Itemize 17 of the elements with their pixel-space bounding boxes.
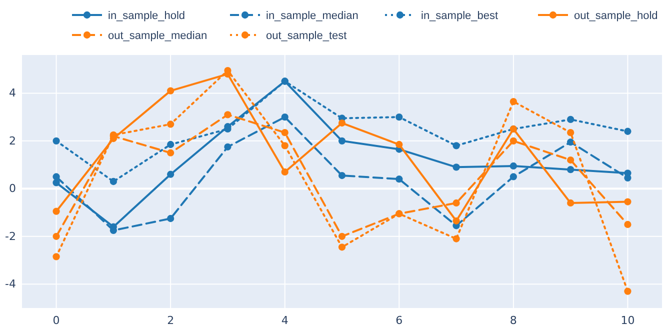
y-tick-label: 2 [9, 134, 16, 148]
legend-label: out_sample_hold [574, 10, 658, 22]
x-tick-label: 8 [510, 314, 517, 327]
y-tick-label: -4 [5, 278, 16, 291]
x-tick-label: 4 [281, 314, 288, 327]
y-tick-label: -2 [5, 230, 16, 243]
x-tick-label: 0 [52, 314, 60, 327]
x-tick-label: 2 [167, 314, 174, 327]
legend-label: in_sample_best [421, 10, 498, 22]
x-tick-label: 10 [620, 314, 635, 327]
legend-label: out_sample_test [266, 30, 347, 42]
legend-label: out_sample_median [108, 30, 208, 42]
x-tick-label: 6 [396, 314, 403, 327]
legend-label: in_sample_hold [108, 10, 186, 22]
legend-label: in_sample_median [266, 10, 358, 22]
y-tick-label: 4 [9, 86, 16, 100]
y-tick-label: 0 [9, 182, 16, 196]
